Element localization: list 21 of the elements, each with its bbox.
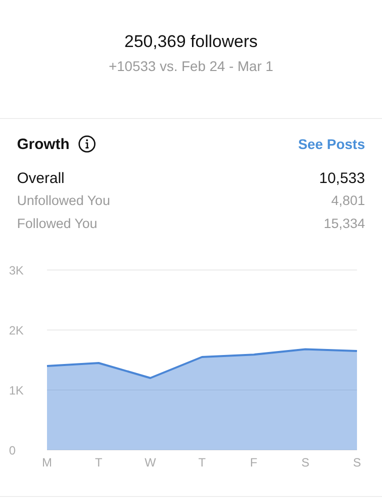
text: Overall bbox=[17, 170, 65, 186]
x-tick-label: M bbox=[42, 456, 52, 470]
text: See Posts bbox=[298, 136, 365, 152]
y-tick-label: 1K bbox=[9, 383, 24, 398]
x-tick-label: S bbox=[352, 456, 362, 470]
x-tick-label: T bbox=[94, 456, 103, 470]
x-tick-label: T bbox=[198, 456, 206, 470]
y-tick-label: 0 bbox=[9, 443, 16, 458]
text: Unfollowed You bbox=[17, 193, 110, 208]
y-tick-label: 2K bbox=[9, 323, 24, 338]
chart-subtitle: +10533 vs. Feb 24 - Mar 1 bbox=[108, 58, 274, 74]
text: 10,533 bbox=[319, 170, 365, 186]
text: Growth bbox=[17, 135, 70, 153]
x-tick-label: W bbox=[144, 456, 157, 470]
text: 15,334 bbox=[324, 216, 365, 231]
text: 4,801 bbox=[331, 193, 365, 208]
x-tick-label: S bbox=[301, 456, 310, 470]
chart-title: 250,369 followers bbox=[123, 32, 259, 52]
text: Followed You bbox=[17, 216, 98, 231]
y-tick-label: 3K bbox=[9, 263, 24, 278]
x-tick-label: F bbox=[250, 456, 258, 470]
